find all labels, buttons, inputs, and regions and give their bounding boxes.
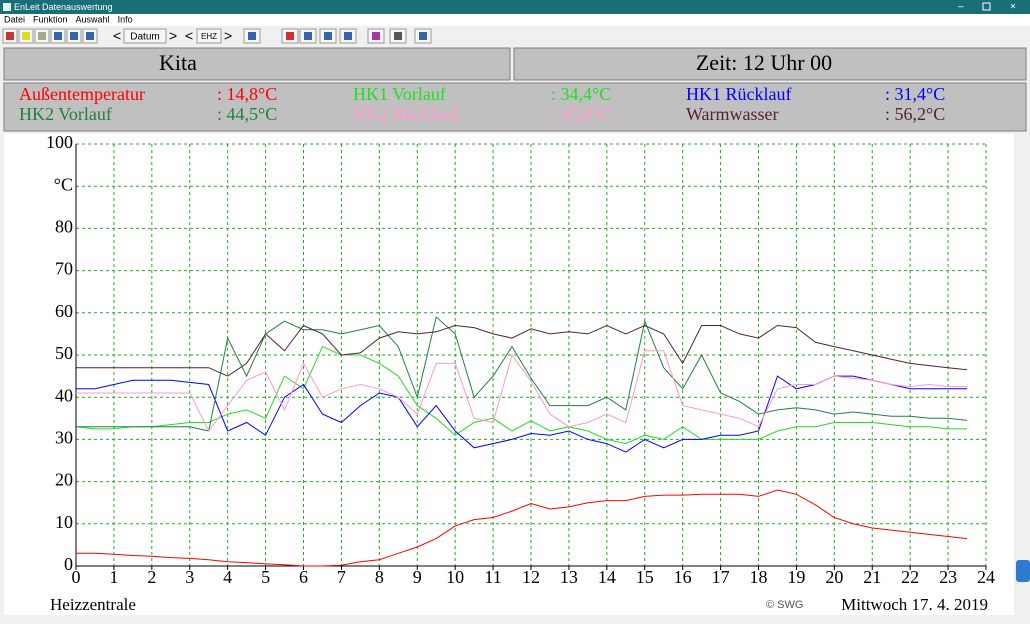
date: Mittwoch 17. 4. 2019	[841, 595, 988, 614]
tool-icon	[419, 32, 427, 40]
x-tick-label: 21	[863, 567, 881, 587]
series-line	[76, 324, 968, 377]
tool-icon	[6, 32, 14, 40]
legend-reading: : 44,5°C	[217, 104, 277, 124]
x-tick-label: 14	[598, 567, 616, 587]
x-tick-label: 16	[674, 567, 692, 587]
x-tick-label: 11	[484, 567, 501, 587]
tool-icon	[70, 32, 78, 40]
tool-icon	[344, 32, 352, 40]
legend-name: HK1 Rücklauf	[686, 84, 791, 104]
y-tick-label: 70	[55, 259, 73, 279]
menu-item[interactable]: Funktion	[33, 14, 68, 24]
x-tick-label: 3	[185, 567, 194, 587]
x-tick-label: 10	[446, 567, 464, 587]
tool-arrow[interactable]: >	[169, 28, 177, 44]
menu-item[interactable]: Info	[118, 14, 133, 24]
tool-icon	[394, 32, 402, 40]
x-tick-label: 8	[375, 567, 384, 587]
y-tick-label: 10	[55, 512, 73, 532]
tool-icon	[286, 32, 294, 40]
tool-icon	[304, 32, 312, 40]
x-tick-label: 15	[636, 567, 654, 587]
x-tick-label: 24	[977, 567, 995, 587]
y-tick-label: 40	[55, 385, 73, 405]
time-box	[513, 47, 1027, 81]
copyright: © SWG	[766, 599, 803, 611]
menu-item[interactable]: Auswahl	[76, 14, 110, 24]
side-widget[interactable]	[1016, 560, 1030, 582]
legend-name: HK2 Rücklauf	[353, 104, 458, 124]
series-line	[76, 316, 968, 432]
tool-arrow[interactable]: >	[224, 28, 232, 44]
y-tick-label: °C	[54, 174, 73, 194]
y-tick-label: 30	[55, 428, 73, 448]
x-tick-label: 22	[901, 567, 919, 587]
tool-icon	[324, 32, 332, 40]
x-tick-label: 9	[413, 567, 422, 587]
tool-icon	[54, 32, 62, 40]
legend-reading: : 34,4°C	[551, 84, 611, 104]
x-tick-label: 6	[299, 567, 308, 587]
series-line	[76, 489, 968, 567]
legend-reading: : 43,8°C	[551, 104, 611, 124]
y-tick-label: 100	[46, 132, 73, 152]
site: Heizzentrale	[50, 595, 136, 614]
tool-icon	[372, 32, 380, 40]
y-tick-label: 20	[55, 470, 73, 490]
x-tick-label: 18	[750, 567, 768, 587]
x-tick-label: 1	[109, 567, 118, 587]
series-line	[76, 350, 967, 432]
tool-label: EHZ	[201, 32, 217, 41]
minimize[interactable]: –	[958, 2, 964, 13]
location: Kita	[159, 50, 197, 75]
y-tick-label: 60	[55, 301, 73, 321]
tool-label: Datum	[130, 32, 159, 43]
x-tick-label: 20	[825, 567, 843, 587]
title-bar	[0, 0, 1030, 14]
y-tick-label: 0	[64, 554, 73, 574]
x-tick-label: 5	[261, 567, 270, 587]
y-tick-label: 80	[55, 217, 73, 237]
x-tick-label: 17	[712, 567, 730, 587]
time: Zeit: 12 Uhr 00	[696, 50, 832, 75]
x-tick-label: 4	[223, 567, 232, 587]
tool-arrow[interactable]: <	[185, 28, 193, 44]
close[interactable]: ×	[1010, 2, 1016, 13]
restore[interactable]	[982, 2, 991, 11]
legend-reading: : 14,8°C	[217, 84, 277, 104]
legend-reading: : 56,2°C	[885, 104, 945, 124]
plot-panel	[4, 134, 1014, 615]
window-title: EnLeit Datenauswertung	[14, 2, 113, 12]
tool-arrow[interactable]: <	[113, 28, 121, 44]
legend-box	[3, 82, 1027, 132]
x-tick-label: 19	[787, 567, 805, 587]
location-box	[3, 47, 511, 81]
legend-reading: : 31,4°C	[885, 84, 945, 104]
x-tick-label: 0	[72, 567, 81, 587]
app-icon	[3, 3, 11, 11]
tool-icon	[22, 32, 30, 40]
series-line	[75, 345, 967, 445]
tool-icon	[86, 32, 94, 40]
x-tick-label: 12	[522, 567, 540, 587]
tool-icon	[248, 32, 256, 40]
legend-name: HK2 Vorlauf	[19, 104, 112, 124]
legend-name: Warmwasser	[686, 104, 779, 124]
tool-button[interactable]	[196, 28, 222, 44]
tool-button[interactable]	[123, 28, 167, 44]
menu-bar	[0, 14, 1030, 26]
x-tick-label: 2	[147, 567, 156, 587]
tool-icon	[38, 32, 46, 40]
legend-name: Außentemperatur	[19, 84, 145, 104]
menu-item[interactable]: Datei	[4, 14, 25, 24]
legend-name: HK1 Vorlauf	[353, 84, 446, 104]
x-tick-label: 23	[939, 567, 957, 587]
x-tick-label: 13	[560, 567, 578, 587]
x-tick-label: 7	[337, 567, 346, 587]
y-tick-label: 50	[55, 343, 73, 363]
